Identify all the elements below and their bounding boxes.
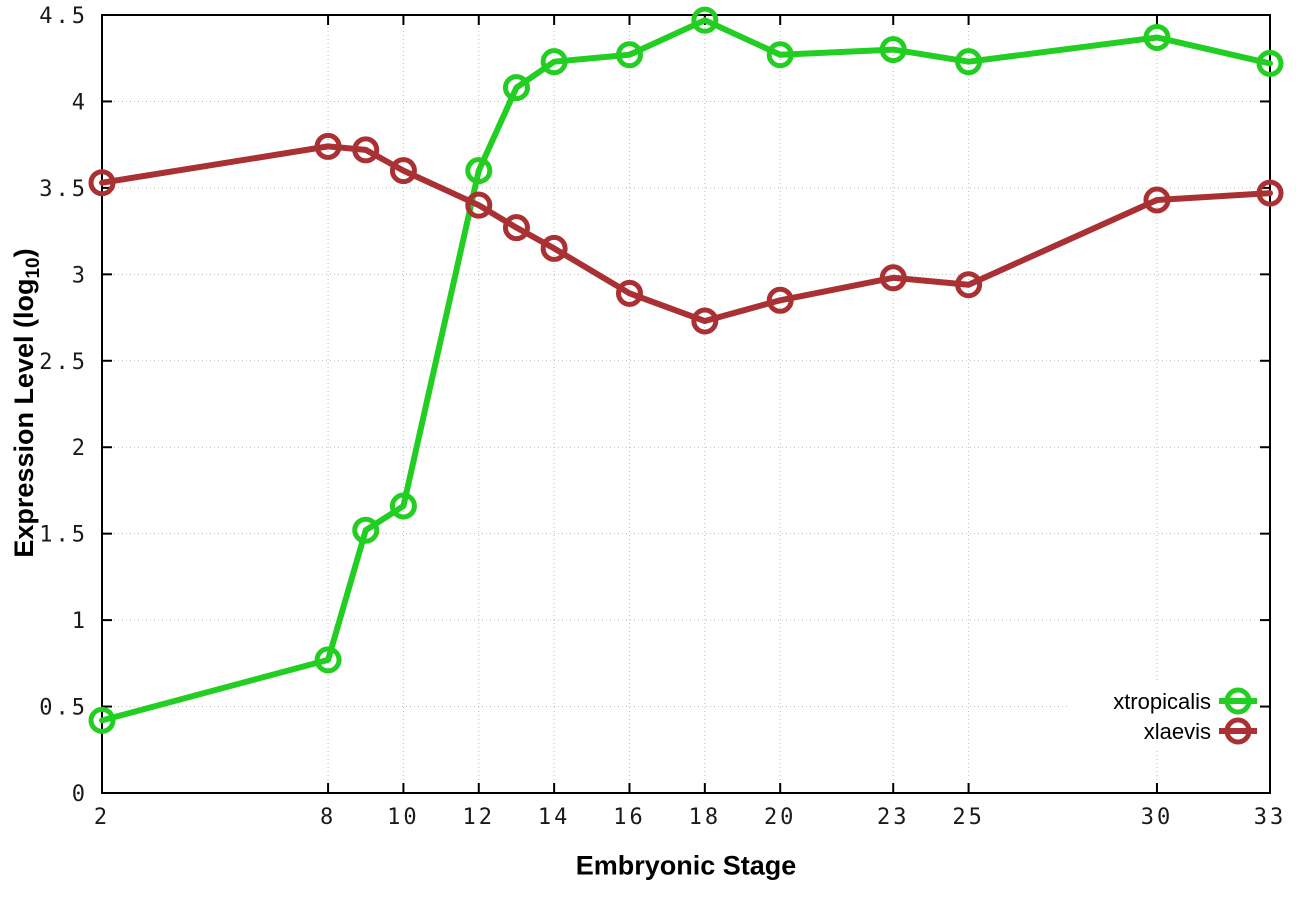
x-tick-label: 14 bbox=[538, 805, 571, 830]
data-point-xtropicalis bbox=[540, 48, 568, 76]
data-point-xtropicalis bbox=[615, 41, 643, 69]
x-tick-label: 30 bbox=[1141, 805, 1174, 830]
legend-label-xlaevis: xlaevis bbox=[1144, 719, 1211, 744]
y-tick-label: 3 bbox=[72, 263, 88, 288]
data-point-xlaevis bbox=[691, 307, 719, 335]
y-tick-label: 1 bbox=[72, 609, 88, 634]
legend-sample-marker-xlaevis bbox=[1224, 717, 1252, 745]
y-tick-label: 4 bbox=[72, 90, 88, 115]
data-point-xtropicalis bbox=[314, 646, 342, 674]
y-axis-title-suffix: ) bbox=[8, 248, 39, 258]
series-line-xtropicalis bbox=[99, 17, 1273, 724]
data-point-xlaevis bbox=[766, 286, 794, 314]
data-point-xlaevis bbox=[615, 279, 643, 307]
x-tick-label: 10 bbox=[387, 805, 420, 830]
plot-border bbox=[101, 14, 1271, 794]
data-point-xlaevis bbox=[955, 271, 983, 299]
data-point-xtropicalis bbox=[352, 516, 380, 544]
x-tick-label: 2 bbox=[94, 805, 110, 830]
data-point-xlaevis bbox=[540, 234, 568, 262]
y-tick-label: 2.5 bbox=[39, 350, 88, 375]
x-tick-label: 12 bbox=[463, 805, 496, 830]
x-tick-label: 18 bbox=[689, 805, 722, 830]
data-point-xtropicalis bbox=[1143, 23, 1171, 51]
x-tick-label: 25 bbox=[952, 805, 985, 830]
x-tick-label: 16 bbox=[613, 805, 646, 830]
x-tick-label: 23 bbox=[877, 805, 910, 830]
data-point-xtropicalis bbox=[465, 157, 493, 185]
y-axis-title-prefix: Expression Level (log bbox=[8, 278, 39, 558]
data-point-xtropicalis bbox=[955, 48, 983, 76]
data-point-xlaevis bbox=[88, 169, 116, 197]
data-point-xtropicalis bbox=[1256, 49, 1284, 77]
data-point-xlaevis bbox=[1143, 186, 1171, 214]
x-tick-label: 33 bbox=[1254, 805, 1287, 830]
y-axis-title: Expression Level (log10) bbox=[9, 248, 45, 557]
data-point-xlaevis bbox=[389, 157, 417, 185]
x-axis-title: Embryonic Stage bbox=[575, 850, 797, 881]
y-tick-label: 0.5 bbox=[39, 696, 88, 721]
y-tick-label: 2 bbox=[72, 436, 88, 461]
data-point-xtropicalis bbox=[389, 492, 417, 520]
data-point-xtropicalis bbox=[88, 706, 116, 734]
legend-label-xtropicalis: xtropicalis bbox=[1113, 689, 1211, 714]
y-tick-label: 4.5 bbox=[39, 4, 88, 29]
y-axis-title-subscript: 10 bbox=[23, 257, 45, 279]
data-point-xtropicalis bbox=[879, 36, 907, 64]
legend-sample-marker-xtropicalis bbox=[1224, 687, 1252, 715]
series-line-xlaevis bbox=[99, 143, 1273, 325]
data-point-xtropicalis bbox=[766, 41, 794, 69]
x-tick-label: 20 bbox=[764, 805, 797, 830]
x-tick-label: 8 bbox=[320, 805, 336, 830]
y-tick-label: 0 bbox=[72, 782, 88, 807]
data-point-xlaevis bbox=[502, 214, 530, 242]
data-point-xlaevis bbox=[879, 264, 907, 292]
data-point-xlaevis bbox=[1256, 179, 1284, 207]
y-tick-label: 1.5 bbox=[39, 523, 88, 548]
data-point-xlaevis bbox=[465, 191, 493, 219]
data-point-xtropicalis bbox=[502, 74, 530, 102]
data-point-xlaevis bbox=[352, 136, 380, 164]
y-tick-label: 3.5 bbox=[39, 177, 88, 202]
data-point-xtropicalis bbox=[691, 6, 719, 34]
data-point-xlaevis bbox=[314, 132, 342, 160]
